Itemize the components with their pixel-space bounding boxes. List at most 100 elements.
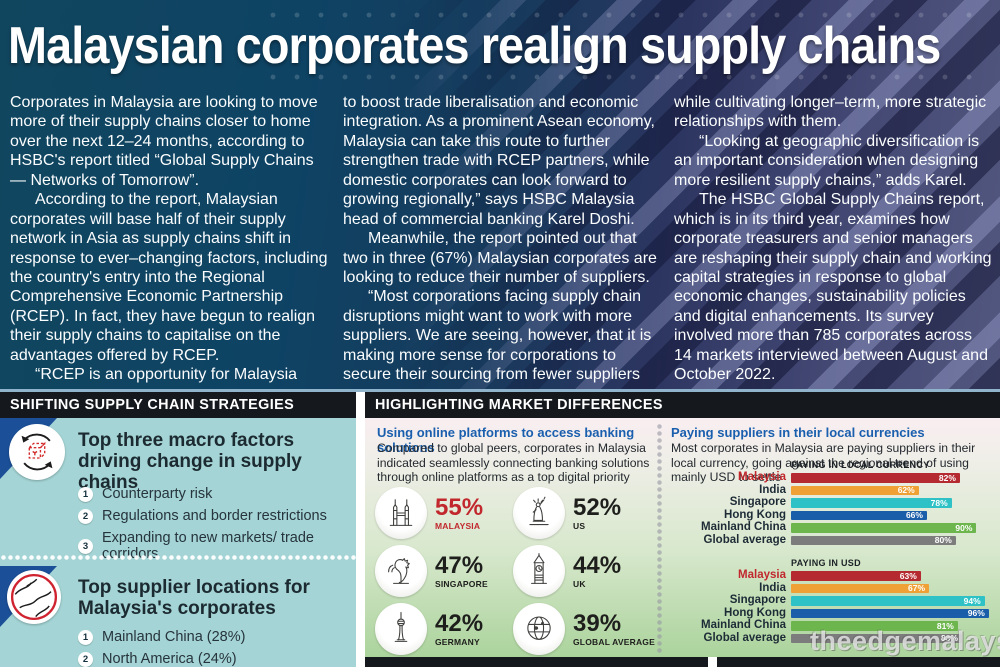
chart-bar: 66% xyxy=(791,510,927,520)
list-item-number: 1 xyxy=(78,629,93,645)
chart-value-label: 82% xyxy=(938,472,956,483)
chart-bar-track: 82% xyxy=(791,473,997,483)
chart-bar: 81% xyxy=(791,621,958,631)
petronas-towers-icon xyxy=(375,487,427,539)
dots-decoration xyxy=(270,12,990,19)
stat-us: 52% US xyxy=(513,484,671,542)
chart-category-label: Singapore xyxy=(729,594,786,606)
stat-value: 47% xyxy=(435,551,484,579)
next-section-header-cutoff xyxy=(365,657,708,667)
stat-value: 52% xyxy=(573,493,622,521)
chart-row: Malaysia 82% xyxy=(669,471,999,483)
list-item-label: Counterparty risk xyxy=(102,486,213,502)
article-paragraph: “Most corporations facing supply chain d… xyxy=(343,288,652,384)
list-item: 1 Mainland China (28%) xyxy=(78,629,350,645)
world-map-icon xyxy=(7,570,61,624)
stat-singapore: 47% SINGAPORE xyxy=(375,542,513,600)
list-item-number: 3 xyxy=(78,538,93,554)
chart-row: Singapore 78% xyxy=(669,496,999,508)
chart-row: Hong Kong 66% xyxy=(669,508,999,521)
chart-bar-track: 78% xyxy=(791,498,997,508)
chart-bar: 96% xyxy=(791,608,989,618)
country-stats-grid: 55% MALAYSIA 52% US xyxy=(375,484,671,658)
article-column-1: Corporates in Malaysia are looking to mo… xyxy=(10,93,332,385)
stat-label: SINGAPORE xyxy=(435,578,488,589)
chart-value-label: 63% xyxy=(899,570,917,581)
chart-value-label: 83% xyxy=(940,633,958,643)
chart-bar-track: 96% xyxy=(791,608,997,618)
article-paragraph: Corporates in Malaysia are looking to mo… xyxy=(10,94,318,189)
list-item-number: 2 xyxy=(78,651,93,667)
merlion-icon xyxy=(375,545,427,597)
stat-value: 42% xyxy=(435,609,484,637)
stat-uk: 44% UK xyxy=(513,542,671,600)
big-ben-icon xyxy=(513,545,565,597)
stat-value: 55% xyxy=(435,493,484,521)
online-platforms-description: Compared to global peers, corporates in … xyxy=(377,441,650,485)
hero-banner: Malaysian corporates realign supply chai… xyxy=(0,0,1000,392)
chart-category-label: India xyxy=(759,483,786,496)
stat-label: US xyxy=(573,520,586,531)
chart-value-label: 96% xyxy=(967,608,985,618)
article-paragraph: “Looking at geographic diversification i… xyxy=(674,132,980,189)
chart-category-label: Singapore xyxy=(729,496,786,508)
chart-category-label: Malaysia xyxy=(738,471,786,483)
dots-decoration xyxy=(270,74,990,81)
chart-category-label: Hong Kong xyxy=(724,508,786,521)
chart-value-label: 78% xyxy=(930,497,948,508)
article-paragraph: while cultivating longer–term, more stra… xyxy=(674,94,987,131)
page-title: Malaysian corporates realign supply chai… xyxy=(8,17,941,75)
chart-row: Malaysia 63% xyxy=(669,569,999,581)
stat-value: 44% xyxy=(573,551,622,579)
supply-network-icon xyxy=(9,424,65,480)
online-platforms-title: Using online platforms to access banking… xyxy=(377,425,635,455)
local-currencies-description: Most corporates in Malaysia are paying s… xyxy=(671,441,976,485)
chart-bar: 82% xyxy=(791,473,960,483)
list-item-label: Regulations and border restrictions xyxy=(102,508,327,524)
stat-label: GERMANY xyxy=(435,636,480,647)
stat-germany: 42% GERMANY xyxy=(375,600,513,658)
next-section-header-cutoff xyxy=(717,657,1000,667)
chart-row: Singapore 94% xyxy=(669,594,999,606)
globe-icon xyxy=(513,603,565,655)
shifting-strategies-panel: Top three macro factors driving change i… xyxy=(0,418,356,667)
chart-row: India 62% xyxy=(669,483,999,496)
article-paragraph: Meanwhile, the report pointed out that t… xyxy=(343,230,657,286)
chart-rows: Malaysia 63% India 67% Singapore 94% Hong Kong… xyxy=(669,569,999,644)
list-item-label: Mainland China (28%) xyxy=(102,629,246,645)
diagonal-stripes-decoration xyxy=(0,0,1000,389)
stat-label: GLOBAL AVERAGE xyxy=(573,636,655,647)
chart-row: Mainland China 90% xyxy=(669,521,999,533)
chart-value-label: 80% xyxy=(934,535,952,545)
chart-paying-in-usd: PAYING IN USD Malaysia 63% India 67% Singapo… xyxy=(669,558,999,646)
chart-bar: 80% xyxy=(791,535,956,545)
chart-category-label: India xyxy=(759,581,786,594)
chart-value-label: 81% xyxy=(936,620,954,631)
chain-divider-vertical xyxy=(656,423,663,655)
chart-row: Mainland China 81% xyxy=(669,619,999,631)
supplier-locations-list: 1 Mainland China (28%) 2 North America (24%… xyxy=(78,629,350,667)
chart-category-label: Global average xyxy=(703,631,786,644)
chart-title: PAYING IN LOCAL CURRENCY xyxy=(791,460,930,470)
chart-bar-track: 90% xyxy=(791,523,997,533)
statue-of-liberty-icon xyxy=(513,487,565,539)
chart-bar-track: 81% xyxy=(791,621,997,631)
right-section-header-label: HIGHLIGHTING MARKET DIFFERENCES xyxy=(375,396,663,413)
chart-category-label: Malaysia xyxy=(738,569,786,581)
chart-value-label: 62% xyxy=(897,485,915,495)
berlin-tower-icon xyxy=(375,603,427,655)
chart-category-label: Global average xyxy=(703,533,786,546)
article-column-3: while cultivating longer–term, more stra… xyxy=(674,93,992,385)
chart-bar: 83% xyxy=(791,633,962,643)
chart-value-label: 67% xyxy=(908,583,926,593)
chart-rows: Malaysia 82% India 62% Singapore 78% Hong Kong… xyxy=(669,471,999,546)
chart-category-label: Hong Kong xyxy=(724,606,786,619)
article-paragraph: According to the report, Malaysian corpo… xyxy=(10,191,328,364)
chart-category-label: Mainland China xyxy=(701,619,786,631)
list-item: 2 North America (24%) xyxy=(78,651,350,667)
list-item-number: 2 xyxy=(78,508,93,524)
chart-bar: 78% xyxy=(791,498,952,508)
chart-row: Global average 80% xyxy=(669,533,999,546)
list-item: 2 Regulations and border restrictions xyxy=(78,508,350,524)
